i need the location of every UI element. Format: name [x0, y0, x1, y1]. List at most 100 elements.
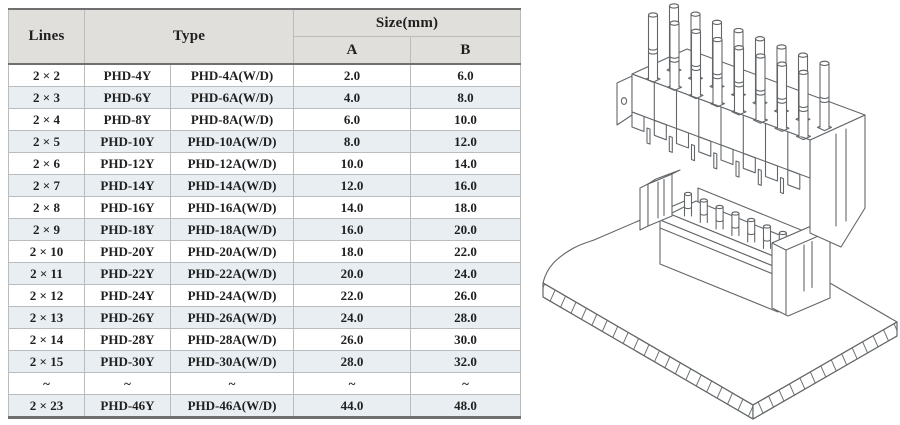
cell-type-y: PHD-4Y: [84, 64, 171, 87]
cell-size-a: 44.0: [293, 394, 411, 418]
size-spec-table-container: Lines Type Size(mm) A B 2 × 2 PHD-4Y PHD…: [8, 8, 522, 419]
table-row: 2 × 3 PHD-6Y PHD-6A(W/D) 4.0 8.0: [8, 86, 521, 109]
cell-size-b: 26.0: [410, 284, 521, 307]
cell-lines: 2 × 3: [8, 86, 85, 109]
cell-type-a: PHD-22A(W/D): [169, 262, 294, 285]
cell-lines: 2 × 13: [8, 306, 85, 329]
table-row: 2 × 10 PHD-20Y PHD-20A(W/D) 18.0 22.0: [8, 240, 521, 263]
table-row: 2 × 23 PHD-46Y PHD-46A(W/D) 44.0 48.0: [8, 394, 521, 418]
table-row: 2 × 4 PHD-8Y PHD-8A(W/D) 6.0 10.0: [8, 108, 521, 131]
cell-size-b: 22.0: [410, 240, 521, 263]
cell-lines: ~: [8, 372, 85, 395]
table-row: 2 × 15 PHD-30Y PHD-30A(W/D) 28.0 32.0: [8, 350, 521, 373]
cell-size-b: 20.0: [410, 218, 521, 241]
cell-type-y: PHD-24Y: [84, 284, 171, 307]
cell-type-y: PHD-46Y: [84, 394, 171, 418]
cell-type-a: PHD-28A(W/D): [169, 328, 294, 351]
table-row: ~ ~ ~ ~ ~: [8, 372, 521, 395]
cell-type-a: PHD-8A(W/D): [169, 108, 294, 131]
cell-size-a: 10.0: [293, 152, 411, 175]
cell-lines: 2 × 2: [8, 64, 85, 87]
cell-lines: 2 × 6: [8, 152, 85, 175]
cell-type-a: PHD-20A(W/D): [169, 240, 294, 263]
table-row: 2 × 11 PHD-22Y PHD-22A(W/D) 20.0 24.0: [8, 262, 521, 285]
header-type: Type: [83, 9, 294, 64]
table-row: 2 × 5 PHD-10Y PHD-10A(W/D) 8.0 12.0: [8, 130, 521, 153]
connector-technical-drawing: [520, 0, 900, 420]
cell-lines: 2 × 15: [8, 350, 85, 373]
pin-header-drawing: [616, 3, 866, 248]
table-row: 2 × 7 PHD-14Y PHD-14A(W/D) 12.0 16.0: [8, 174, 521, 197]
cell-type-y: PHD-12Y: [84, 152, 171, 175]
cell-type-y: PHD-20Y: [84, 240, 171, 263]
table-row: 2 × 13 PHD-26Y PHD-26A(W/D) 24.0 28.0: [8, 306, 521, 329]
cell-size-b: ~: [410, 372, 521, 395]
cell-type-a: PHD-6A(W/D): [169, 86, 294, 109]
cell-lines: 2 × 11: [8, 262, 85, 285]
cell-size-b: 8.0: [410, 86, 521, 109]
cell-lines: 2 × 14: [8, 328, 85, 351]
cell-size-b: 12.0: [410, 130, 521, 153]
cell-type-y: PHD-28Y: [84, 328, 171, 351]
cell-size-a: ~: [293, 372, 411, 395]
table-row: 2 × 9 PHD-18Y PHD-18A(W/D) 16.0 20.0: [8, 218, 521, 241]
cell-type-a: PHD-30A(W/D): [169, 350, 294, 373]
cell-size-b: 6.0: [410, 64, 521, 87]
cell-type-y: PHD-30Y: [84, 350, 171, 373]
pcb-board-drawing: [542, 199, 898, 420]
cell-size-b: 28.0: [410, 306, 521, 329]
cell-size-a: 24.0: [293, 306, 411, 329]
cell-size-b: 16.0: [410, 174, 521, 197]
cell-type-a: PHD-16A(W/D): [169, 196, 294, 219]
cell-type-y: PHD-16Y: [84, 196, 171, 219]
cell-size-a: 26.0: [293, 328, 411, 351]
cell-lines: 2 × 9: [8, 218, 85, 241]
cell-size-a: 8.0: [293, 130, 411, 153]
cell-type-a: ~: [169, 372, 294, 395]
cell-size-a: 28.0: [293, 350, 411, 373]
cell-size-a: 12.0: [293, 174, 411, 197]
cell-type-y: ~: [84, 372, 171, 395]
cell-type-y: PHD-8Y: [84, 108, 171, 131]
cell-size-a: 20.0: [293, 262, 411, 285]
cell-size-a: 14.0: [293, 196, 411, 219]
cell-type-y: PHD-18Y: [84, 218, 171, 241]
cell-size-b: 24.0: [410, 262, 521, 285]
cell-lines: 2 × 4: [8, 108, 85, 131]
header-lines: Lines: [8, 9, 85, 64]
cell-type-a: PHD-4A(W/D): [169, 64, 294, 87]
cell-type-y: PHD-6Y: [84, 86, 171, 109]
table-header: Lines Type Size(mm) A B: [8, 9, 521, 64]
cell-type-a: PHD-10A(W/D): [169, 130, 294, 153]
table-row: 2 × 2 PHD-4Y PHD-4A(W/D) 2.0 6.0: [8, 64, 521, 87]
cell-size-a: 4.0: [293, 86, 411, 109]
cell-type-a: PHD-46A(W/D): [169, 394, 294, 418]
cell-lines: 2 × 10: [8, 240, 85, 263]
cell-size-b: 18.0: [410, 196, 521, 219]
cell-type-y: PHD-26Y: [84, 306, 171, 329]
socket-housing-drawing: [639, 169, 831, 317]
table-row: 2 × 8 PHD-16Y PHD-16A(W/D) 14.0 18.0: [8, 196, 521, 219]
cell-size-b: 30.0: [410, 328, 521, 351]
size-spec-table: Lines Type Size(mm) A B 2 × 2 PHD-4Y PHD…: [8, 8, 522, 419]
cell-type-y: PHD-14Y: [84, 174, 171, 197]
cell-lines: 2 × 5: [8, 130, 85, 153]
cell-size-b: 48.0: [410, 394, 521, 418]
header-col-b: B: [410, 36, 521, 64]
cell-size-a: 6.0: [293, 108, 411, 131]
cell-type-a: PHD-14A(W/D): [169, 174, 294, 197]
cell-size-b: 10.0: [410, 108, 521, 131]
cell-type-y: PHD-22Y: [84, 262, 171, 285]
cell-size-a: 22.0: [293, 284, 411, 307]
cell-size-b: 14.0: [410, 152, 521, 175]
table-row: 2 × 6 PHD-12Y PHD-12A(W/D) 10.0 14.0: [8, 152, 521, 175]
cell-type-y: PHD-10Y: [84, 130, 171, 153]
cell-type-a: PHD-18A(W/D): [169, 218, 294, 241]
cell-type-a: PHD-12A(W/D): [169, 152, 294, 175]
cell-size-b: 32.0: [410, 350, 521, 373]
cell-lines: 2 × 12: [8, 284, 85, 307]
table-body: 2 × 2 PHD-4Y PHD-4A(W/D) 2.0 6.0 2 × 3 P…: [8, 64, 521, 418]
table-row: 2 × 14 PHD-28Y PHD-28A(W/D) 26.0 30.0: [8, 328, 521, 351]
table-row: 2 × 12 PHD-24Y PHD-24A(W/D) 22.0 26.0: [8, 284, 521, 307]
header-col-a: A: [293, 36, 411, 64]
